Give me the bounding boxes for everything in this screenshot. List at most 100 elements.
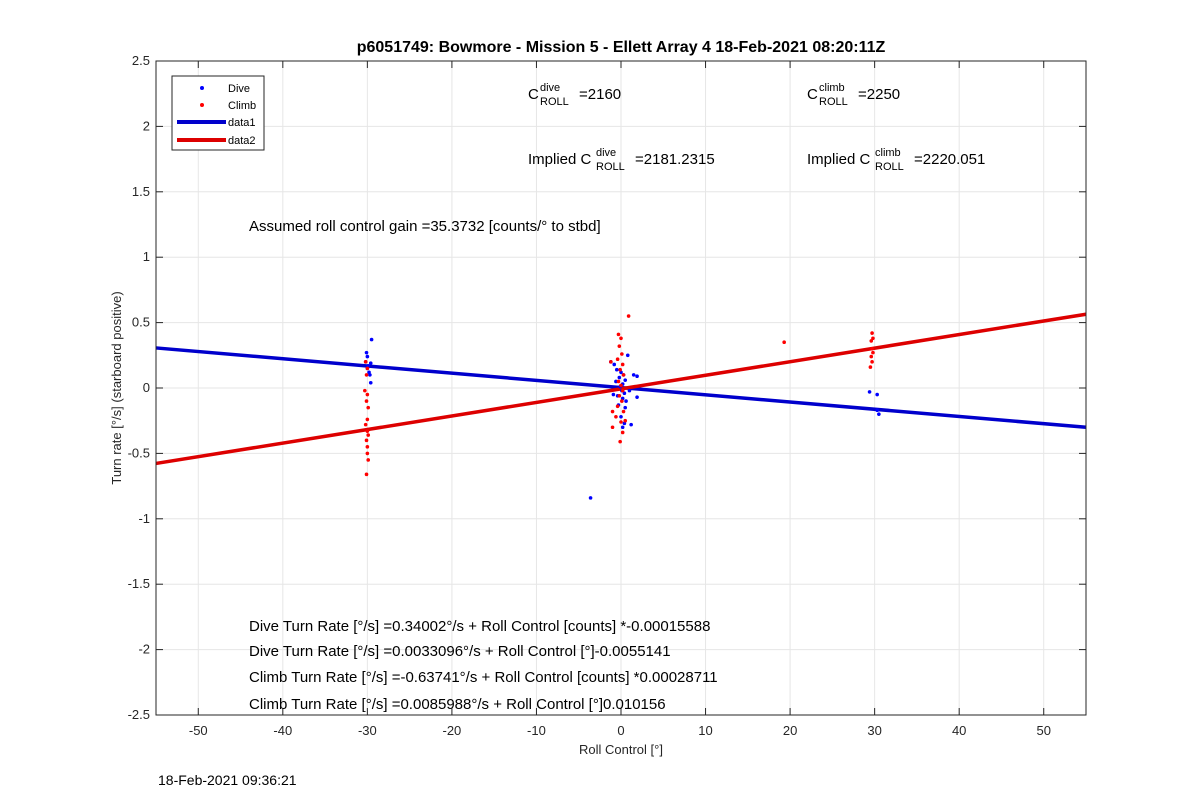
dive-point — [617, 375, 622, 380]
climb-point — [364, 373, 369, 377]
climb-point — [364, 472, 369, 477]
c-roll-dive-value: =2160 — [579, 86, 621, 103]
climb-point — [609, 360, 613, 364]
c-roll-climb-annotation: C climb ROLL =2250 — [807, 82, 900, 108]
dive-point — [368, 361, 373, 365]
dive-point — [588, 496, 593, 500]
implied-climb-annotation: Implied C climb ROLL =2220.051 — [807, 147, 985, 173]
climb-point — [870, 346, 874, 351]
dive-point — [364, 350, 369, 355]
chart-title: p6051749: Bowmore - Mission 5 - Ellett A… — [357, 39, 886, 56]
climb-point — [616, 379, 621, 384]
dive-point — [635, 374, 639, 379]
climb-point — [619, 420, 623, 424]
dive-point — [867, 390, 872, 394]
y-tick-label: 0.5 — [132, 315, 150, 330]
dive-point — [365, 354, 370, 359]
climb-point — [366, 458, 371, 462]
climb-point — [363, 388, 367, 393]
c-roll-climb-sup: climb — [819, 82, 845, 94]
climb-point — [365, 445, 370, 449]
climb-point — [623, 418, 628, 423]
print-timestamp: 18-Feb-2021 09:36:21 — [158, 772, 297, 788]
climb-point — [869, 339, 874, 343]
fit-equation: Climb Turn Rate [°/s] =0.0085988°/s + Ro… — [249, 696, 666, 713]
y-tick-label: -2.5 — [128, 707, 150, 722]
implied-climb-sup: climb — [875, 147, 901, 159]
legend[interactable]: Dive Climb data1 data2 — [171, 75, 265, 151]
climb-point — [365, 451, 370, 456]
dive-point — [368, 380, 373, 385]
dive-point — [623, 378, 628, 382]
climb-point — [615, 357, 620, 362]
climb-point — [620, 352, 624, 356]
climb-point — [620, 399, 624, 403]
legend-dive-marker — [200, 86, 204, 90]
x-tick-label: 30 — [867, 723, 881, 738]
climb-point — [626, 314, 631, 318]
climb-point — [619, 336, 623, 341]
climb-point — [620, 362, 625, 367]
dive-point — [625, 353, 630, 358]
data2-fit-line — [155, 312, 1087, 466]
y-tick-label: -1.5 — [128, 576, 150, 591]
c-roll-dive-annotation: C dive ROLL =2160 — [528, 82, 621, 108]
climb-point — [365, 429, 370, 433]
implied-dive-annotation: Implied C dive ROLL =2181.2315 — [528, 147, 715, 173]
legend-box — [171, 75, 265, 151]
climb-point — [868, 365, 873, 369]
climb-point — [615, 404, 620, 409]
climb-point — [782, 340, 786, 345]
climb-point — [617, 394, 622, 398]
x-tick-label: -50 — [189, 723, 208, 738]
y-tick-label: 2 — [143, 118, 150, 133]
dive-point — [629, 422, 633, 427]
climb-point — [610, 425, 615, 430]
implied-dive-prefix: Implied C — [528, 151, 592, 168]
climb-point — [614, 414, 618, 419]
dive-point — [622, 391, 627, 396]
dive-point — [631, 373, 636, 377]
x-axis-label: Roll Control [°] — [579, 742, 663, 757]
climb-point — [363, 360, 368, 364]
fit-equation: Climb Turn Rate [°/s] =-0.63741°/s + Rol… — [249, 669, 718, 686]
climb-point — [364, 438, 369, 443]
dive-point — [635, 395, 639, 399]
legend-data2-label: data2 — [228, 135, 256, 147]
x-tick-label: -30 — [358, 723, 377, 738]
c-roll-dive-prefix: C — [528, 86, 539, 103]
c-roll-climb-sub: ROLL — [819, 96, 848, 108]
dive-point — [611, 392, 616, 397]
dive-point — [619, 414, 623, 419]
dive-point — [620, 425, 625, 430]
c-roll-climb-prefix: C — [807, 86, 818, 103]
dive-point — [369, 337, 374, 342]
implied-climb-prefix: Implied C — [807, 151, 871, 168]
roll-gain-annotation: Assumed roll control gain =35.3732 [coun… — [249, 218, 601, 235]
c-roll-dive-sup: dive — [540, 82, 560, 94]
x-tick-label: 10 — [698, 723, 712, 738]
climb-point — [610, 409, 615, 414]
x-tick-label: 0 — [617, 723, 624, 738]
climb-point — [620, 430, 625, 435]
y-tick-label: -1 — [138, 511, 150, 526]
x-tick-label: -10 — [527, 723, 546, 738]
dive-point — [612, 362, 617, 367]
dive-point — [623, 405, 628, 410]
implied-dive-value: =2181.2315 — [635, 151, 715, 168]
climb-point — [871, 336, 875, 341]
climb-point — [366, 405, 371, 410]
implied-climb-value: =2220.051 — [914, 151, 985, 168]
y-tick-label: 1.5 — [132, 184, 150, 199]
climb-point — [869, 354, 874, 359]
y-axis-label: Turn rate [°/s] (starboard positive) — [109, 291, 124, 484]
dive-point — [627, 388, 632, 393]
c-roll-climb-value: =2250 — [858, 86, 900, 103]
climb-point — [618, 439, 622, 444]
fit-equation: Dive Turn Rate [°/s] =0.34002°/s + Roll … — [249, 618, 710, 635]
implied-climb-sub: ROLL — [875, 161, 904, 173]
x-tick-label: 40 — [952, 723, 966, 738]
climb-point — [620, 388, 625, 393]
y-tick-label: 0 — [143, 380, 150, 395]
